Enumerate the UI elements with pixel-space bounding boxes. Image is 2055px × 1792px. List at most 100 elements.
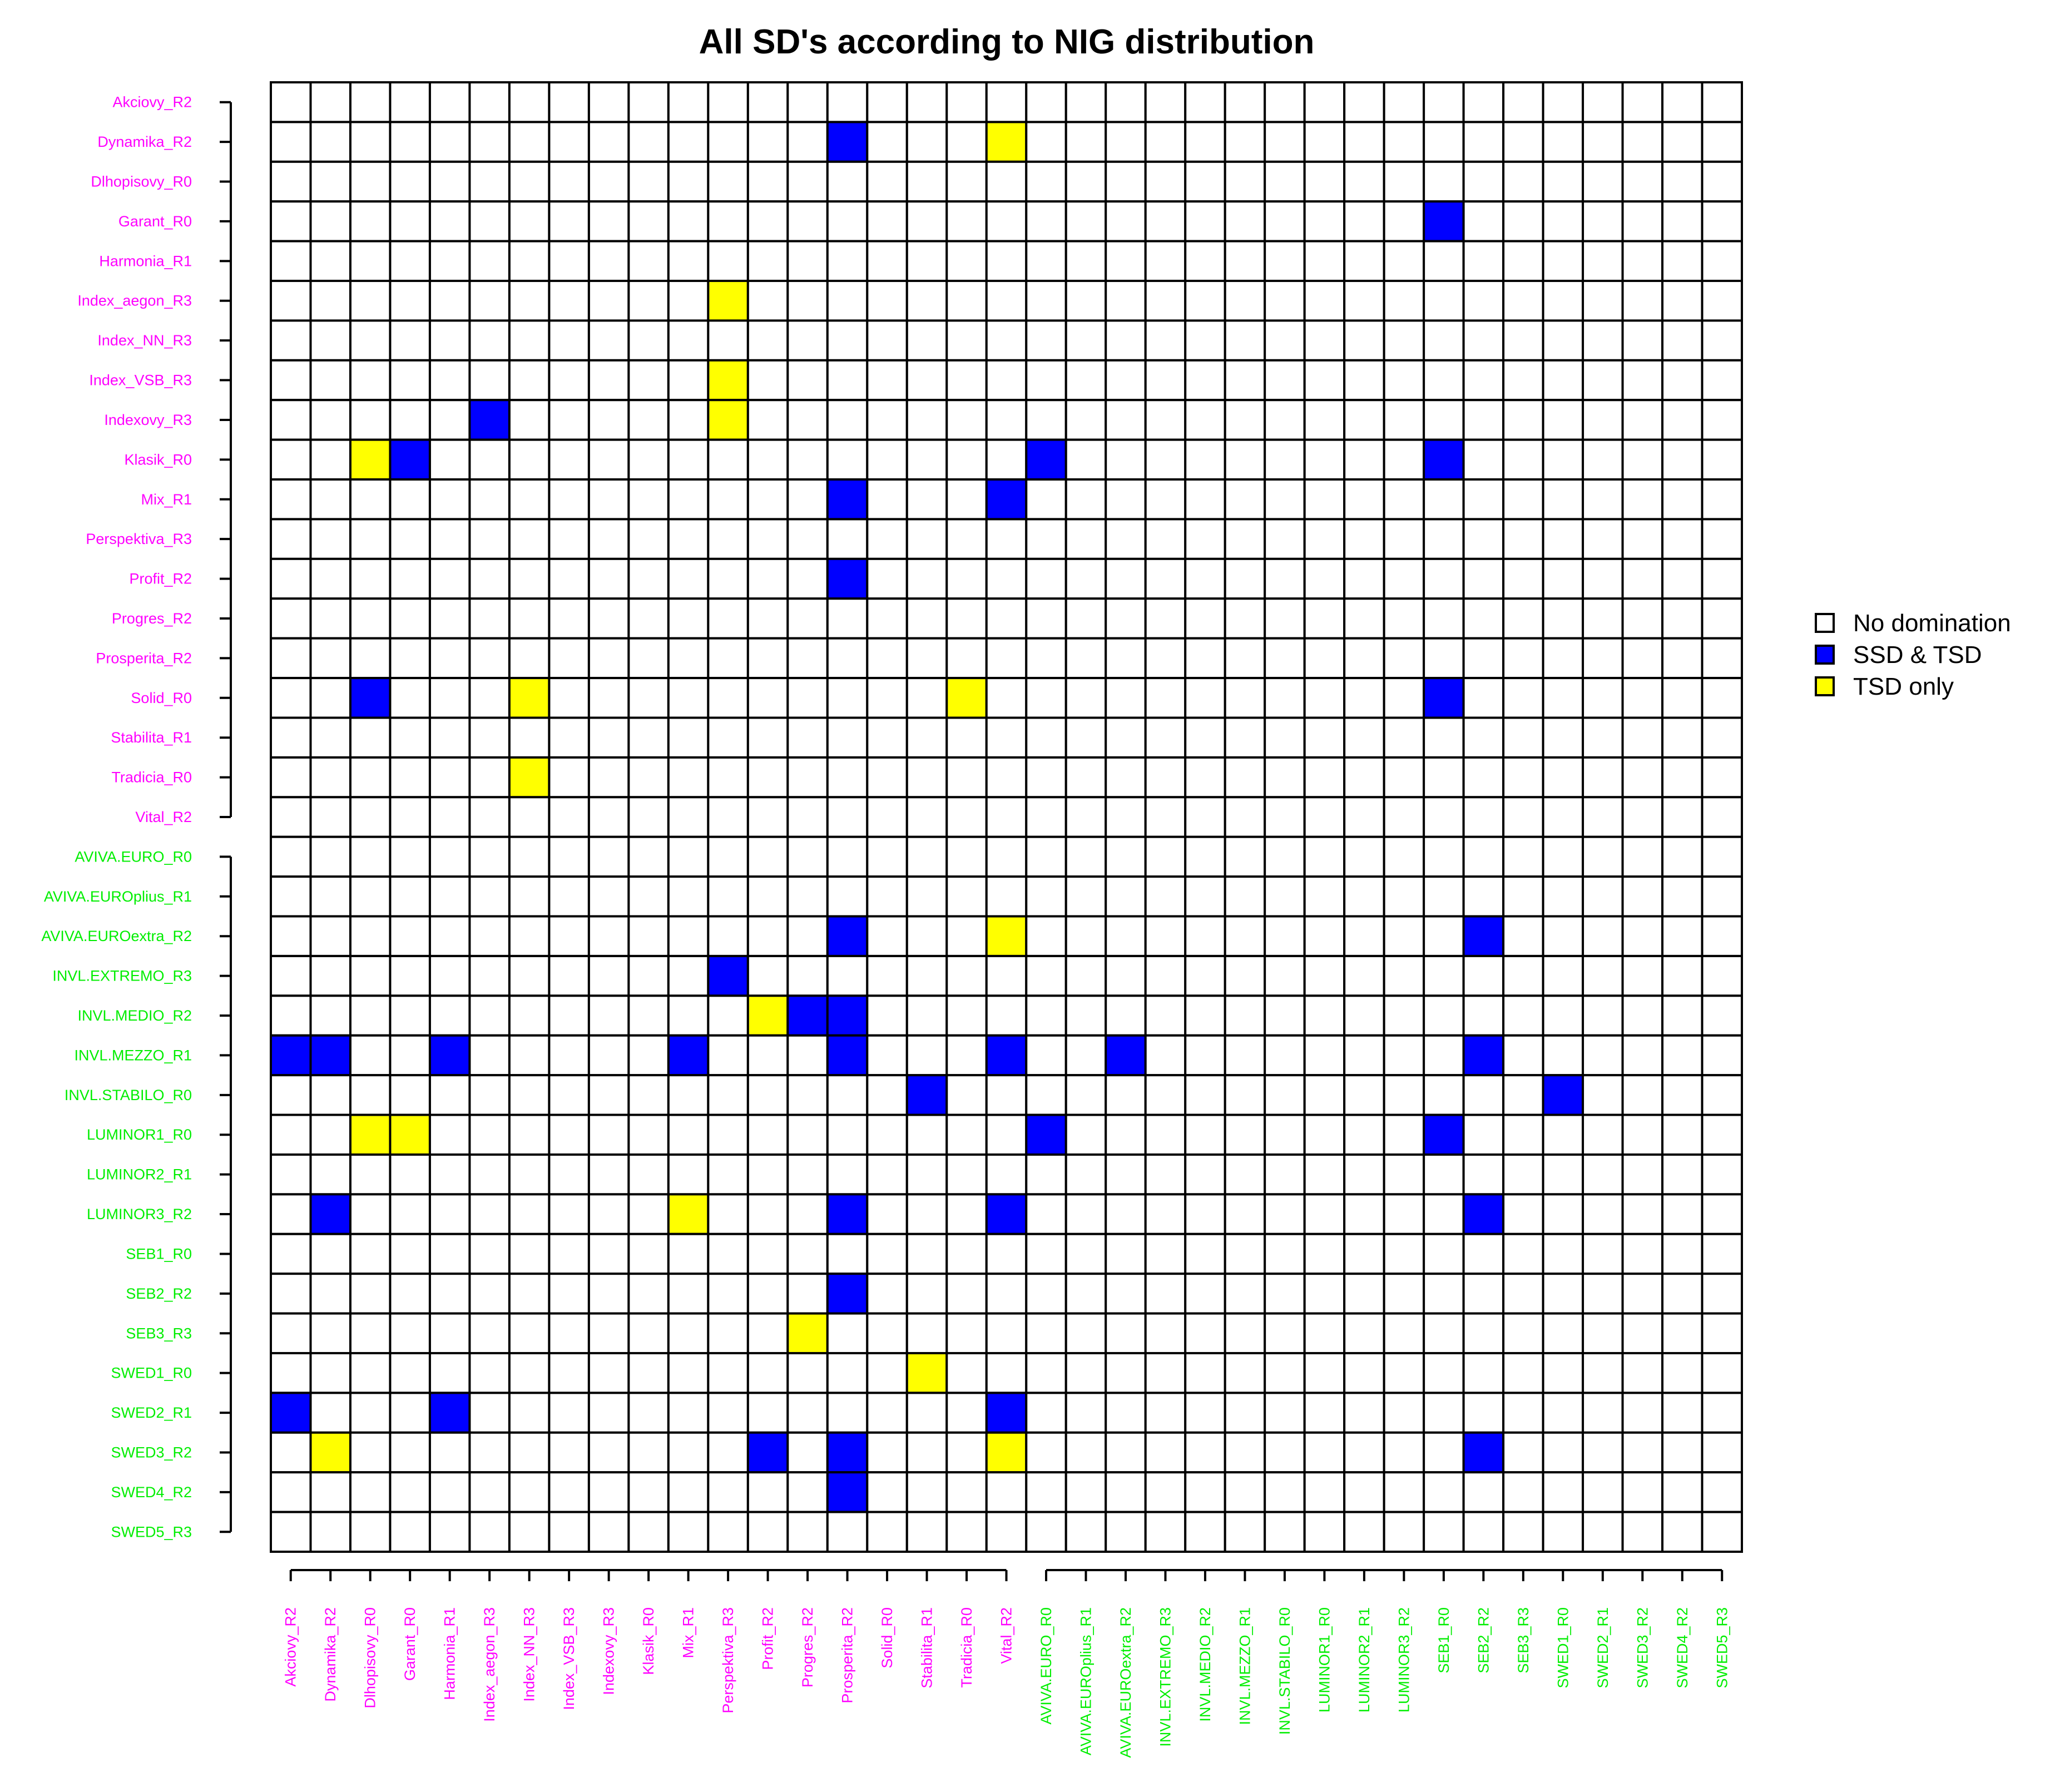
column-tick-label: INVL.MEDIO_R2: [1197, 1607, 1214, 1722]
heatmap-cell: [1303, 1273, 1346, 1315]
heatmap-cell: [945, 478, 988, 521]
heatmap-cell: [349, 280, 392, 322]
heatmap-cell: [985, 1511, 1028, 1553]
heatmap-cell: [1264, 1034, 1306, 1077]
heatmap-cell: [945, 597, 988, 640]
heatmap-cell: [468, 835, 511, 878]
heatmap-cell: [508, 835, 551, 878]
heatmap-cell: [1105, 240, 1147, 283]
heatmap-cell: [587, 81, 630, 123]
heatmap-cell: [1303, 1312, 1346, 1354]
heatmap-cell: [1462, 1113, 1505, 1156]
heatmap-cell: [548, 1232, 590, 1275]
heatmap-cell: [1542, 160, 1584, 203]
heatmap-cell: [1423, 1232, 1465, 1275]
heatmap-cell: [1701, 1511, 1744, 1553]
heatmap-cell: [1184, 1511, 1226, 1553]
heatmap-cell: [905, 994, 948, 1037]
heatmap-cell: [1303, 557, 1346, 600]
heatmap-cell: [1582, 875, 1624, 918]
heatmap-cell: [985, 399, 1028, 441]
heatmap-cell: [1582, 1193, 1624, 1235]
heatmap-cell: [1582, 280, 1624, 322]
heatmap-cell: [1542, 597, 1584, 640]
heatmap-cell: [1025, 319, 1067, 362]
heatmap-cell: [587, 796, 630, 838]
heatmap-cell: [1502, 994, 1544, 1037]
heatmap-cell: [1423, 280, 1465, 322]
row-tick-label: Garant_R0: [118, 213, 192, 230]
heatmap-cell: [627, 240, 670, 283]
heatmap-cell: [627, 518, 670, 560]
heatmap-cell: [468, 81, 511, 123]
heatmap-cell: [746, 796, 789, 838]
heatmap-cell: [1144, 280, 1187, 322]
heatmap-cell: [1542, 359, 1584, 402]
heatmap-cell: [667, 1471, 710, 1513]
heatmap-cell: [1661, 716, 1704, 759]
heatmap-cell: [1184, 915, 1226, 957]
heatmap-cell: [826, 200, 869, 242]
heatmap-cell: [508, 1232, 551, 1275]
heatmap-cell: [1661, 359, 1704, 402]
heatmap-cell: [1701, 1074, 1744, 1116]
heatmap-cell: [1502, 915, 1544, 957]
heatmap-cell: [945, 677, 988, 719]
heatmap-cell: [627, 1153, 670, 1196]
heatmap-cell: [309, 954, 351, 997]
heatmap-cell: [1582, 1471, 1624, 1513]
heatmap-cell: [270, 319, 312, 362]
heatmap-cell: [1144, 160, 1187, 203]
heatmap-cell: [1423, 1034, 1465, 1077]
heatmap-cell: [1025, 597, 1067, 640]
heatmap-cell: [1383, 875, 1425, 918]
heatmap-cell: [1502, 280, 1544, 322]
heatmap-cell: [1064, 518, 1107, 560]
heatmap-cell: [1383, 1034, 1425, 1077]
heatmap-cell: [866, 160, 908, 203]
heatmap-cell: [1303, 597, 1346, 640]
heatmap-cell: [1542, 637, 1584, 680]
heatmap-cell: [627, 1034, 670, 1077]
heatmap-cell: [1621, 1153, 1664, 1196]
heatmap-cell: [468, 478, 511, 521]
heatmap-cell: [508, 716, 551, 759]
heatmap-cell: [667, 557, 710, 600]
heatmap-cell: [826, 875, 869, 918]
heatmap-cell: [1383, 1074, 1425, 1116]
heatmap-cell: [985, 1193, 1028, 1235]
heatmap-cell: [1621, 1113, 1664, 1156]
heatmap-cell: [1462, 121, 1505, 163]
heatmap-cell: [1264, 1113, 1306, 1156]
heatmap-cell: [1661, 1273, 1704, 1315]
heatmap-cell: [428, 557, 471, 600]
row-tick-label: SWED1_R0: [111, 1365, 192, 1382]
heatmap-cell: [1423, 240, 1465, 283]
column-tick-label: Mix_R1: [680, 1607, 697, 1659]
heatmap-cell: [1264, 1232, 1306, 1275]
heatmap-cell: [746, 1034, 789, 1077]
heatmap-cell: [1064, 1193, 1107, 1235]
heatmap-cell: [1025, 716, 1067, 759]
heatmap-cell: [428, 835, 471, 878]
heatmap-cell: [1105, 1113, 1147, 1156]
heatmap-cell: [1423, 1074, 1465, 1116]
heatmap-cell: [1701, 1352, 1744, 1394]
heatmap-cell: [1621, 875, 1664, 918]
heatmap-cell: [1144, 557, 1187, 600]
heatmap-cell: [1144, 1113, 1187, 1156]
heatmap-cell: [1064, 716, 1107, 759]
heatmap-cells: [270, 81, 1744, 1553]
heatmap-cell: [1462, 597, 1505, 640]
heatmap-cell: [1621, 81, 1664, 123]
row-tick-label: SWED3_R2: [111, 1444, 192, 1461]
heatmap-cell: [707, 875, 749, 918]
heatmap-cell: [707, 1034, 749, 1077]
heatmap-cell: [1343, 1153, 1385, 1196]
heatmap-cell: [866, 1153, 908, 1196]
heatmap-cell: [1542, 1074, 1584, 1116]
heatmap-cell: [667, 1392, 710, 1434]
heatmap-cell: [1462, 756, 1505, 799]
heatmap-cell: [786, 637, 829, 680]
heatmap-cell: [826, 121, 869, 163]
